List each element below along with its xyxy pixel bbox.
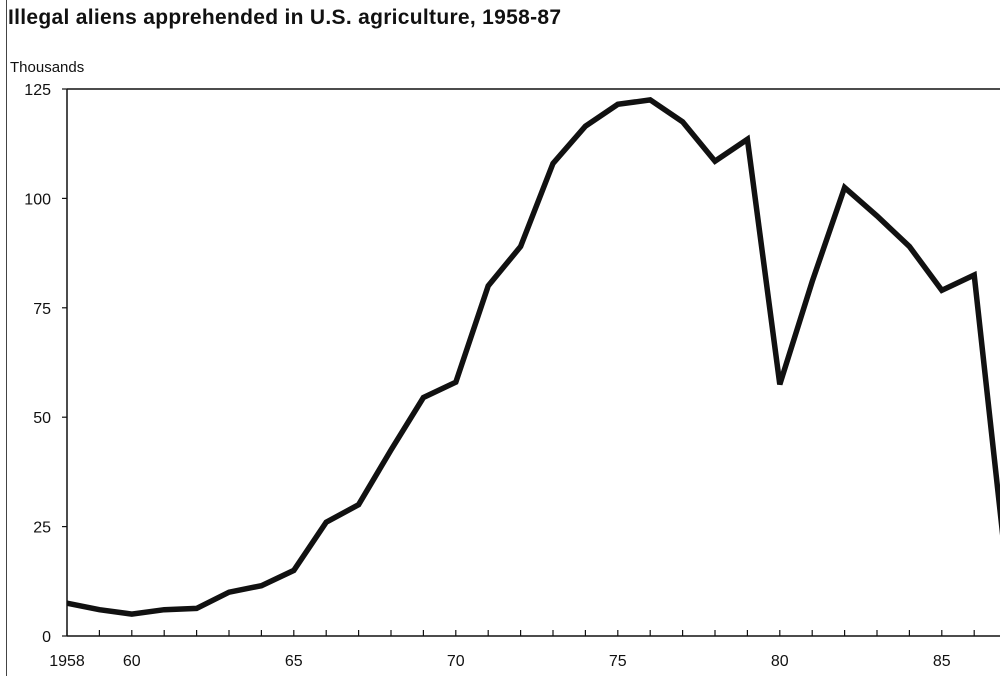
x-axis: 1958 60 65 70 75 80 85 — [49, 630, 975, 670]
series-line — [66, 97, 1000, 617]
y-tick-label: 25 — [33, 520, 51, 537]
x-tick-label: 80 — [771, 653, 789, 670]
y-tick-label: 0 — [42, 629, 51, 646]
x-tick-label: 85 — [933, 653, 951, 670]
series-group — [66, 97, 1000, 617]
y-tick-label: 125 — [24, 82, 51, 99]
x-tick-label: 60 — [123, 653, 141, 670]
y-axis-unit-label: Thousands — [10, 59, 85, 76]
y-axis: 0 25 50 75 100 125 — [24, 82, 67, 646]
page-left-rule — [6, 0, 7, 676]
chart-title: Illegal aliens apprehended in U.S. agric… — [8, 6, 562, 29]
x-tick-label: 1958 — [49, 653, 85, 670]
x-tick-label: 70 — [447, 653, 465, 670]
y-tick-label: 75 — [33, 301, 51, 318]
y-tick-label: 50 — [33, 410, 51, 427]
x-tick-label: 75 — [609, 653, 627, 670]
plot-frame — [66, 88, 1000, 637]
y-tick-label: 100 — [24, 191, 51, 208]
x-tick-label: 65 — [285, 653, 303, 670]
